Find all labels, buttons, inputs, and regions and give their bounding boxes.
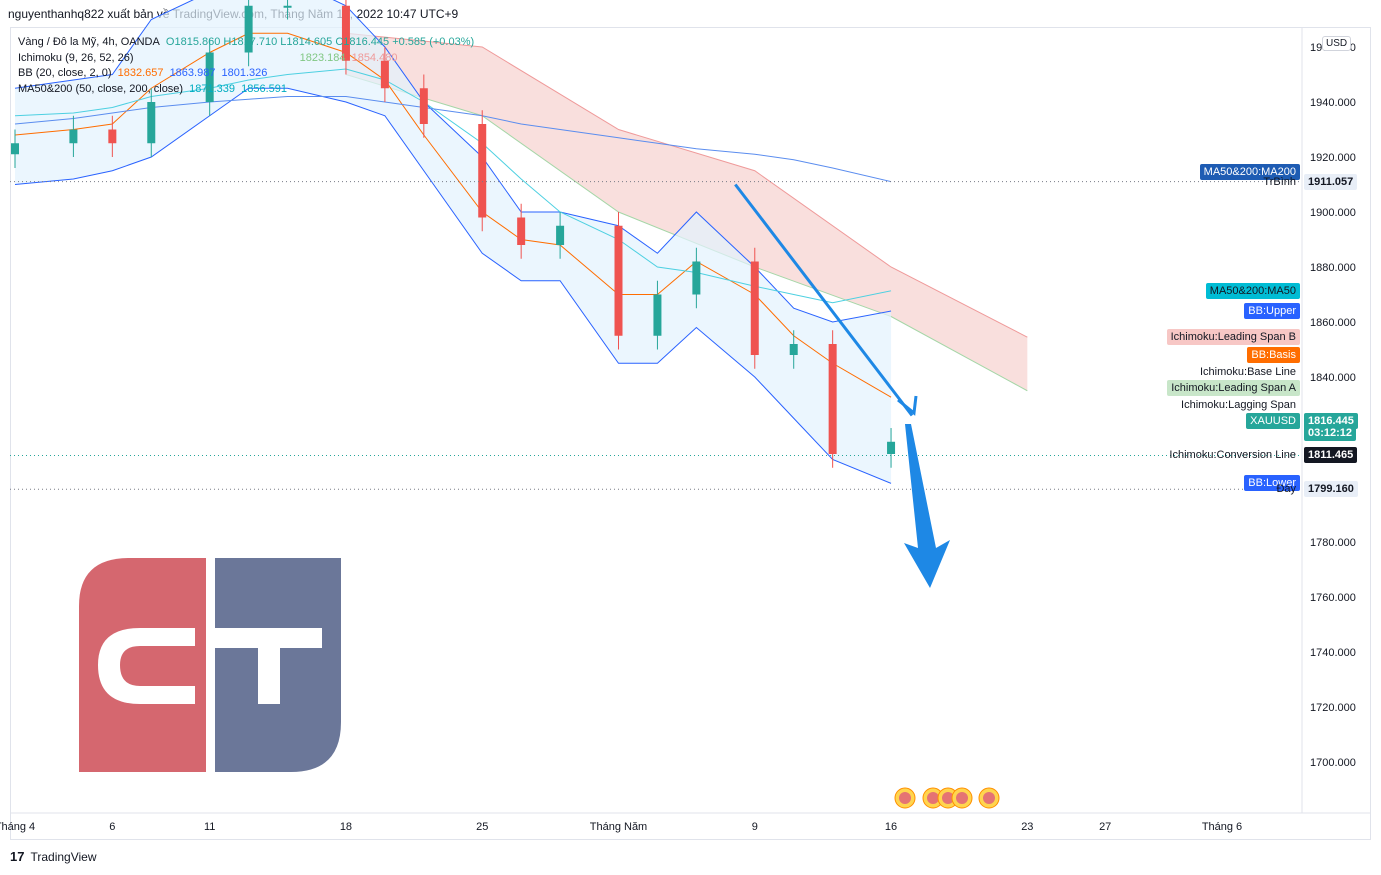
time-tick-label: 16	[885, 821, 897, 833]
ma200-line	[14, 96, 892, 183]
time-tick-label: Tháng 6	[1202, 821, 1242, 833]
low-tag: Đáy	[1276, 483, 1296, 496]
trend-arrow-head	[897, 395, 918, 416]
price-tick-label: 1700.000	[1310, 757, 1356, 769]
price-tick-label: 1780.000	[1310, 537, 1356, 549]
legend-ichimoku: Ichimoku (9, 26, 52, 26)	[18, 51, 134, 64]
ma50-tag: MA50&200:MA50	[1205, 282, 1300, 299]
tradingview-logo[interactable]: 17 TradingView	[10, 849, 97, 864]
bb-upper-tag: BB:Upper	[1244, 303, 1300, 320]
candle-body	[517, 217, 526, 245]
price-tick-label: 1740.000	[1310, 647, 1356, 659]
legend-bb-upper: 1863.987	[169, 67, 216, 79]
time-tick-label: Tháng Năm	[590, 821, 647, 833]
conversion-tag: Ichimoku:Conversion Line	[1169, 449, 1296, 462]
candle-body	[419, 88, 428, 124]
countdown: 03:12:12	[1304, 425, 1357, 442]
candle-body	[750, 261, 759, 355]
last-price: 1816.445	[1304, 413, 1358, 429]
span-a-tag: Ichimoku:Leading Span A	[1167, 380, 1300, 396]
price-tick-label: 1840.000	[1310, 372, 1356, 384]
time-tick-label: 23	[1021, 821, 1033, 833]
candle-body	[789, 344, 798, 355]
price-tick-label: 1860.000	[1310, 317, 1356, 329]
ma50-line	[14, 68, 892, 304]
candle-body	[692, 261, 701, 295]
down-arrow	[904, 424, 950, 588]
time-tick-label: 27	[1099, 821, 1111, 833]
time-tick-label: 11	[204, 821, 215, 833]
legend-ma200: 1856.591	[241, 82, 287, 95]
legend-ma50: 1871.339	[189, 82, 236, 95]
candle-body	[556, 225, 565, 245]
bb-upper-line	[14, 0, 892, 323]
bb-lower-line	[14, 87, 892, 484]
ma200-tag: MA50&200:MA200	[1199, 164, 1300, 181]
candle-body	[478, 124, 487, 218]
low-value: 1799.160	[1304, 481, 1358, 498]
avg-value: 1911.057	[1304, 173, 1358, 190]
candle-body	[11, 143, 19, 155]
legend-ichimoku-span-b: 1854.480	[351, 51, 398, 64]
us-flag-event-icon	[983, 792, 995, 804]
price-tick-label: 1900.000	[1310, 207, 1356, 219]
bb-fill	[15, 0, 892, 484]
us-flag-event-icon	[942, 792, 954, 804]
logo-left-block	[79, 558, 206, 772]
legend-symbol: Vàng / Đô la Mỹ, 4h, OANDA	[18, 36, 160, 48]
candle-body	[205, 52, 214, 102]
base-line-tag: Ichimoku:Base Line	[1200, 365, 1296, 378]
candle-body	[828, 344, 837, 454]
candle-body	[283, 5, 292, 8]
ichimoku-span-b-line	[345, 32, 1028, 338]
trend-arrow-line	[734, 183, 914, 417]
legend-ichimoku-span-a: 1823.184	[299, 51, 346, 64]
price-tick-label: 1940.000	[1310, 97, 1356, 109]
avg-tag: TrBình	[1263, 175, 1296, 188]
candle-body	[614, 225, 623, 336]
time-tick-label: 25	[476, 821, 488, 833]
candle-body	[341, 5, 350, 61]
bb-lower-tag: BB:Lower	[1244, 475, 1300, 492]
tradingview-brand: TradingView	[30, 849, 97, 864]
xauusd-tag: XAUUSD	[1246, 413, 1300, 429]
time-tick-label: 9	[752, 821, 758, 833]
time-tick-label: 6	[109, 821, 115, 833]
lagging-tag: Ichimoku:Lagging Span	[1181, 398, 1296, 411]
candle-body	[147, 102, 156, 144]
legend-ma: MA50&200 (50, close, 200, close)	[18, 82, 184, 95]
span-b-tag: Ichimoku:Leading Span B	[1166, 329, 1300, 346]
chart-legend: Vàng / Đô la Mỹ, 4h, OANDA O1815.860 H18…	[18, 35, 477, 97]
us-flag-event-icon	[899, 792, 911, 804]
logo-letter-t	[215, 628, 322, 704]
us-flag-event-icon	[956, 792, 968, 804]
price-tick-label: 1720.000	[1310, 702, 1356, 714]
price-tick-label: 1880.000	[1310, 262, 1356, 274]
candle-body	[244, 5, 253, 53]
us-flag-event-icon	[927, 792, 939, 804]
time-tick-label: Tháng 4	[0, 821, 35, 833]
candle-body	[108, 129, 117, 144]
candle-body	[887, 441, 896, 454]
legend-ohlc: O1815.860 H1817.710 L1814.605 C1816.445 …	[165, 36, 475, 48]
candle-body	[69, 129, 78, 144]
legend-bb-lower: 1801.326	[221, 67, 268, 79]
chart-frame	[10, 27, 1371, 840]
currency-button[interactable]: USD	[1322, 36, 1352, 51]
candle-body	[653, 294, 662, 336]
price-tick-label: 1760.000	[1310, 592, 1356, 604]
conversion-value: 1811.465	[1304, 447, 1358, 464]
bb-basis-tag: BB:Basis	[1247, 347, 1300, 363]
legend-bb-basis: 1832.657	[117, 67, 164, 79]
legend-bb: BB (20, close, 2, 0)	[18, 67, 112, 79]
time-tick-label: 18	[340, 821, 352, 833]
candle-body	[380, 60, 389, 89]
tradingview-mark-icon: 17	[10, 849, 25, 864]
price-tick-label: 1920.000	[1310, 152, 1356, 164]
bb-basis-line	[14, 32, 892, 398]
logo-letter-c	[98, 628, 195, 704]
